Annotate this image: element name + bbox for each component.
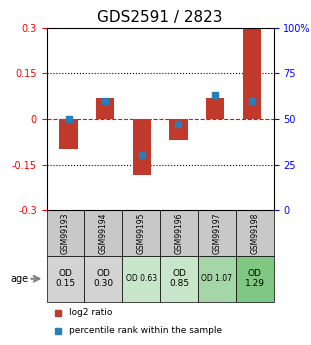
Text: GSM99195: GSM99195 [137, 212, 146, 254]
Text: GSM99197: GSM99197 [212, 212, 221, 254]
Bar [206, 98, 224, 119]
Text: OD
0.30: OD 0.30 [93, 269, 114, 288]
FancyBboxPatch shape [236, 256, 274, 302]
FancyBboxPatch shape [198, 256, 236, 302]
Bar [243, 28, 261, 119]
Text: log2 ratio: log2 ratio [69, 308, 113, 317]
FancyBboxPatch shape [47, 210, 85, 256]
Text: GSM99196: GSM99196 [174, 212, 183, 254]
FancyBboxPatch shape [122, 210, 160, 256]
Bar [133, 119, 151, 175]
Text: OD 1.07: OD 1.07 [202, 274, 232, 283]
Text: age: age [10, 274, 29, 284]
Text: GSM99194: GSM99194 [99, 212, 108, 254]
FancyBboxPatch shape [85, 210, 122, 256]
Text: GSM99193: GSM99193 [61, 212, 70, 254]
FancyBboxPatch shape [85, 256, 122, 302]
FancyBboxPatch shape [160, 256, 198, 302]
Text: OD
0.15: OD 0.15 [55, 269, 76, 288]
Text: OD
0.85: OD 0.85 [169, 269, 189, 288]
FancyBboxPatch shape [122, 256, 160, 302]
Text: OD 0.63: OD 0.63 [126, 274, 157, 283]
FancyBboxPatch shape [160, 210, 198, 256]
Bar [169, 119, 188, 140]
FancyBboxPatch shape [47, 256, 85, 302]
Text: GSM99198: GSM99198 [250, 213, 259, 254]
Bar [59, 119, 78, 149]
Bar [96, 98, 114, 119]
Title: GDS2591 / 2823: GDS2591 / 2823 [97, 10, 223, 25]
FancyBboxPatch shape [236, 210, 274, 256]
FancyBboxPatch shape [198, 210, 236, 256]
Text: percentile rank within the sample: percentile rank within the sample [69, 326, 222, 335]
Text: OD
1.29: OD 1.29 [245, 269, 265, 288]
